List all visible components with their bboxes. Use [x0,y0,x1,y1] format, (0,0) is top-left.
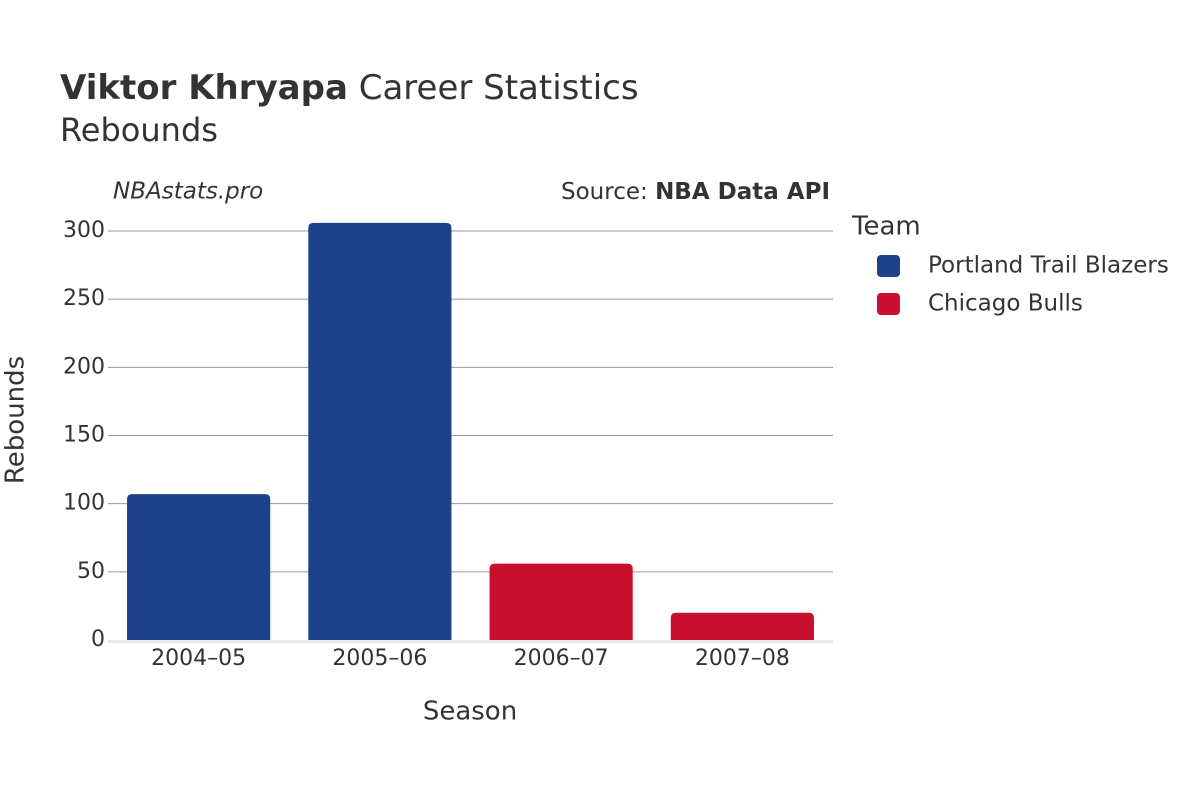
legend-label: Portland Trail Blazers [928,253,1169,279]
legend-marker [877,255,900,277]
chart-title: Viktor Khryapa Career Statistics [60,68,639,108]
legend-label: Chicago Bulls [928,291,1083,317]
y-tick-label: 300 [63,218,105,243]
source-name: NBA Data API [655,179,830,205]
subtitle: Rebounds [60,111,218,149]
bar [670,612,814,640]
legend-title: Team [851,212,921,242]
y-tick-label: 100 [63,491,105,516]
bar [127,494,271,640]
x-tick-label: 2005–06 [332,646,427,671]
source: Source: NBA Data API [561,179,830,205]
source-label: Source: [561,179,648,205]
y-tick-label: 200 [63,354,105,379]
title-rest: Career Statistics [359,68,639,108]
x-tick-label: 2006–07 [514,646,609,671]
x-axis-label: Season [423,697,517,727]
legend-marker [877,293,900,315]
x-tick-label: 2004–05 [151,646,246,671]
x-tick-label: 2007–08 [695,646,790,671]
y-tick-label: 0 [91,627,105,652]
title-bold: Viktor Khryapa [60,68,348,108]
bar [308,222,452,640]
bar [489,563,633,640]
watermark: NBAstats.pro [113,179,263,205]
y-axis-label: Rebounds [1,356,31,484]
y-tick-label: 250 [63,286,105,311]
y-tick-label: 150 [63,423,105,448]
y-tick-label: 50 [77,559,105,584]
